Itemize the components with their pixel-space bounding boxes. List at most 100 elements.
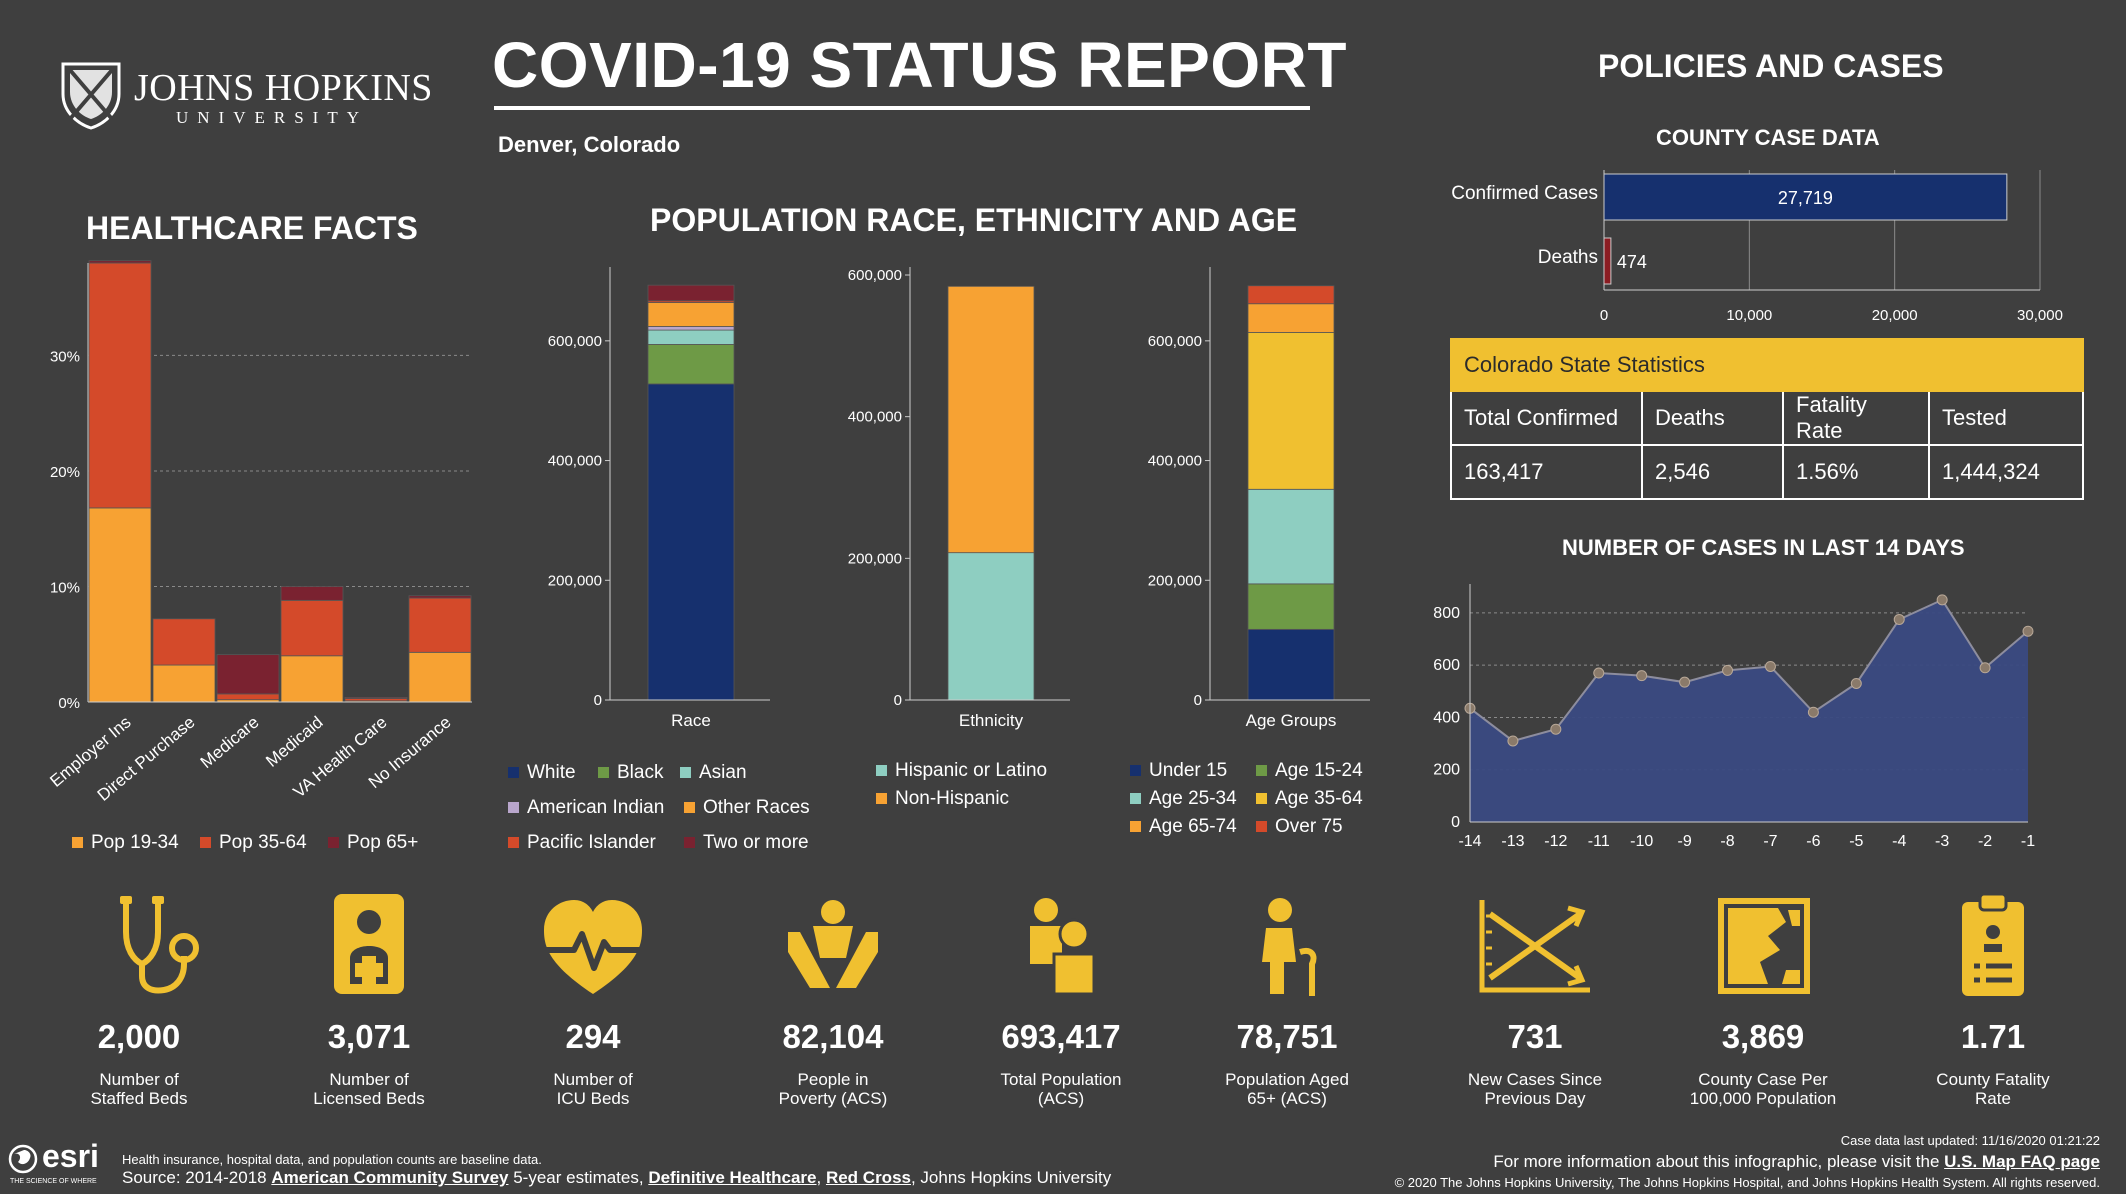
x-tick-label: -1 — [2021, 833, 2035, 850]
location: Denver, Colorado — [498, 132, 681, 157]
legend-label: Under 15 — [1149, 760, 1228, 781]
y-tick-label: 400,000 — [548, 453, 602, 470]
legend-label: Age 15-24 — [1275, 760, 1363, 781]
bar-segment — [408, 651, 472, 703]
data-point — [1807, 706, 1819, 718]
bar-segment — [88, 260, 152, 264]
y-tick-label: 200,000 — [1148, 572, 1202, 589]
data-point — [1850, 677, 1862, 689]
source-mid: 5-year estimates, — [508, 1168, 649, 1187]
x-tick-label: 30,000 — [2017, 307, 2063, 324]
stat-label: Staffed Beds — [90, 1089, 188, 1108]
y-tick-label: 400,000 — [848, 409, 902, 426]
bar-segment — [947, 285, 1035, 554]
bar-segment — [408, 597, 472, 653]
bar-segment — [1247, 303, 1335, 333]
series-line — [1469, 598, 2029, 743]
legend-item: Age 65-74 — [1130, 816, 1237, 838]
legend-item: Black — [598, 762, 663, 784]
y-tick-label: 0 — [894, 692, 902, 709]
legend-label: Other Races — [703, 797, 810, 818]
bar-segment — [1247, 488, 1335, 585]
age-chart: 0 200,000 400,000 600,000 Age Groups — [1148, 267, 1370, 730]
table-cell: 1,444,324 — [1928, 444, 2084, 500]
y-tick-label: 600,000 — [548, 333, 602, 350]
legend-label: Asian — [699, 762, 747, 783]
data-point — [1764, 660, 1776, 672]
x-tick-label: -6 — [1806, 833, 1820, 850]
source-suffix: , Johns Hopkins University — [910, 1168, 1112, 1187]
data-point — [1593, 667, 1605, 679]
jhu-logo: JOHNS HOPKINS UNIVERSITY — [60, 60, 432, 140]
bar-category-label: Confirmed Cases — [1451, 183, 1598, 204]
area-fill — [1470, 599, 2028, 822]
faq-link[interactable]: U.S. Map FAQ page — [1944, 1152, 2100, 1171]
acs-link[interactable]: American Community Survey — [271, 1168, 509, 1187]
x-tick-label: Medicaid — [262, 713, 326, 771]
legend-label: Pop 35-64 — [219, 832, 307, 853]
last14-chart: 0 200 400 600 800 -14 -13 -12 -11 -10 -9 -8 -7 -6 -5 -4… — [1433, 584, 2035, 850]
legend-item: Age 35-64 — [1256, 788, 1363, 810]
data-point — [1507, 735, 1519, 747]
y-tick-label: 600,000 — [1148, 333, 1202, 350]
x-axis-label: Ethnicity — [959, 711, 1024, 730]
legend-item: White — [508, 762, 576, 784]
x-tick-label: 0 — [1600, 307, 1608, 324]
data-point — [1636, 670, 1648, 682]
stat-value: 2,000 — [97, 1018, 181, 1055]
baseline-note: Health insurance, hospital data, and pop… — [122, 1152, 542, 1167]
race-chart: 0 200,000 400,000 600,000 Race — [548, 267, 770, 730]
globe-icon — [8, 1144, 38, 1174]
bar — [1603, 237, 1612, 285]
stat-fatality-rate: 1.71 County Fatality Rate — [1878, 1018, 2108, 1108]
x-tick-label: -5 — [1849, 833, 1863, 850]
bar-segment — [344, 696, 408, 699]
data-point — [1722, 664, 1734, 676]
source-prefix: Source: 2014-2018 — [122, 1168, 272, 1187]
esri-logo: esri THE SCIENCE OF WHERE — [8, 1138, 118, 1190]
stat-staffed-beds: 2,000 Number of Staffed Beds — [24, 1018, 254, 1108]
esri-tagline: THE SCIENCE OF WHERE — [10, 1178, 97, 1185]
legend-label: Age 35-64 — [1275, 788, 1363, 809]
y-tick-label: 0% — [58, 695, 80, 712]
red-cross-link[interactable]: Red Cross — [825, 1168, 911, 1187]
table-cell: 1.56% — [1782, 444, 1930, 500]
state-stats-title: Colorado State Statistics — [1450, 338, 2084, 392]
legend-label: White — [527, 762, 576, 783]
x-tick-label: -3 — [1935, 833, 1949, 850]
stat-licensed-beds: 3,071 Number of Licensed Beds — [254, 1018, 484, 1108]
legend-item: Non-Hispanic — [876, 788, 1009, 810]
trend-chart-icon — [1479, 900, 1590, 993]
title-underline — [494, 106, 1310, 110]
y-tick-label: 0 — [1451, 814, 1460, 831]
y-tick-label: 200 — [1433, 762, 1460, 779]
legend-item: Other Races — [684, 797, 810, 819]
definitive-link[interactable]: Definitive Healthcare — [648, 1168, 817, 1187]
legend-label: Non-Hispanic — [895, 788, 1010, 809]
stat-label: Number of — [99, 1070, 179, 1089]
elderly-icon — [1262, 898, 1317, 996]
stat-label: Poverty (ACS) — [778, 1089, 888, 1108]
legend-item: Pop 19-34 — [72, 832, 179, 854]
last-updated: Case data last updated: 11/16/2020 01:21… — [1840, 1133, 2100, 1148]
y-tick-label: 200,000 — [548, 572, 602, 589]
stat-icu-beds: 294 Number of ICU Beds — [478, 1018, 708, 1108]
stat-cases-per-100k: 3,869 County Case Per 100,000 Population — [1648, 1018, 1878, 1108]
legend-label: Age 65-74 — [1149, 816, 1237, 837]
y-tick-label: 0 — [1194, 692, 1202, 709]
stat-label: County Case Per — [1698, 1070, 1828, 1089]
bar-segment — [647, 302, 735, 327]
population-icon — [1030, 898, 1096, 996]
legend-item: Over 75 — [1256, 816, 1343, 838]
legend-item: Hispanic or Latino — [876, 760, 1047, 782]
bar-value-label: 474 — [1617, 252, 1647, 272]
legend-item: Pop 35-64 — [200, 832, 307, 854]
stat-label: Number of — [329, 1070, 409, 1089]
stat-value: 731 — [1507, 1018, 1563, 1055]
y-tick-label: 600,000 — [848, 267, 902, 284]
hospital-bed-icon — [334, 894, 404, 994]
legend-label: Pop 19-34 — [91, 832, 179, 853]
stat-label: Total Population — [1000, 1070, 1122, 1089]
legend-label: Two or more — [703, 832, 809, 853]
bar-segment — [280, 586, 344, 601]
